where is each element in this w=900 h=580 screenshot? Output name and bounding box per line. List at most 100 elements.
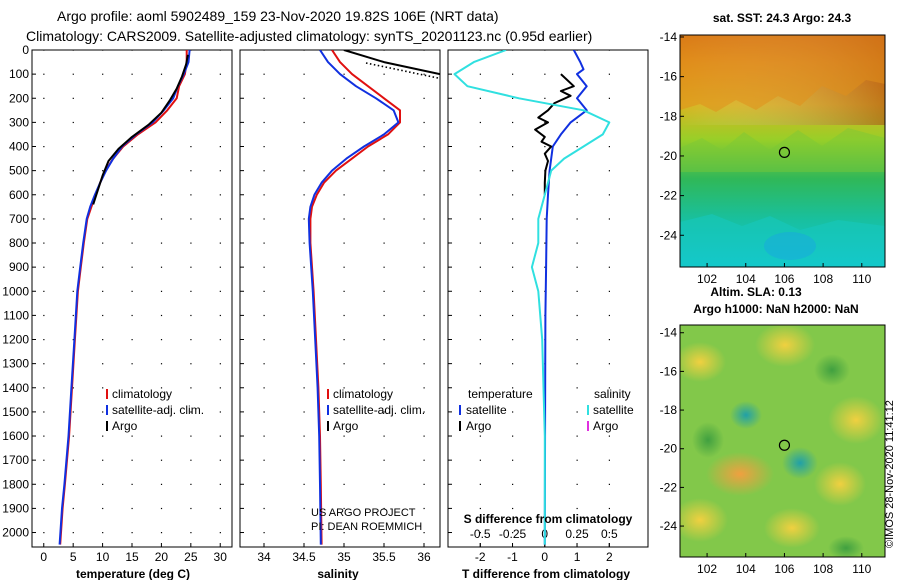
pressure-tick-label: 1000 (2, 284, 29, 298)
grid-dot (102, 97, 104, 99)
lat-tick-label: -16 (660, 70, 678, 84)
grid-dot (43, 339, 45, 341)
grid-dot (512, 97, 514, 99)
sla-map (679, 324, 886, 558)
legend-label-s-argo: Argo (593, 419, 619, 433)
grid-dot (102, 194, 104, 196)
grid-dot (43, 97, 45, 99)
grid-dot (72, 435, 74, 437)
grid-dot (479, 218, 481, 220)
grid-dot (219, 339, 221, 341)
sst-argo-marker (778, 146, 791, 158)
series-s-satellite (453, 50, 611, 545)
grid-dot (219, 146, 221, 148)
grid-dot (343, 290, 345, 292)
grid-dot (343, 97, 345, 99)
grid-dot (43, 170, 45, 172)
grid-dot (608, 218, 610, 220)
grid-dot (72, 266, 74, 268)
x-tick-label: 34.5 (292, 550, 316, 564)
pressure-tick-label: 800 (9, 236, 29, 250)
grid-dot (131, 532, 133, 534)
grid-dot (102, 218, 104, 220)
grid-dot (303, 170, 305, 172)
grid-dot (43, 507, 45, 510)
grid-dot (190, 266, 192, 268)
legend-label-argo: Argo (333, 419, 359, 433)
grid-dot (576, 314, 578, 317)
grid-dot (479, 242, 481, 244)
grid-dot (43, 242, 45, 244)
pressure-tick-label: 1900 (2, 501, 29, 515)
grid-dot (608, 507, 610, 510)
grid-dot (263, 459, 265, 461)
grid-dot (72, 507, 74, 510)
grid-dot (102, 266, 104, 268)
grid-dot (423, 73, 425, 75)
grid-dot (576, 507, 578, 510)
x-tick-label: -2 (475, 550, 486, 564)
lon-tick-label: 102 (697, 562, 717, 576)
grid-dot (72, 314, 74, 317)
grid-dot (479, 387, 481, 389)
grid-dot (576, 459, 578, 461)
lat-tick-label: -18 (660, 403, 678, 417)
t-difference-axis-label: T difference from climatology (462, 567, 630, 580)
grid-dot (303, 459, 305, 461)
grid-dot (190, 218, 192, 220)
grid-dot (383, 363, 385, 365)
grid-dot (102, 73, 104, 75)
grid-dot (303, 363, 305, 365)
grid-dot (190, 97, 192, 99)
lon-tick-label: 104 (736, 272, 756, 286)
sst-map-cool-eddy (764, 232, 816, 260)
grid-dot (131, 146, 133, 148)
grid-dot (190, 363, 192, 365)
grid-dot (423, 194, 425, 196)
legend-label-t-satellite: satellite (466, 403, 507, 417)
grid-dot (263, 97, 265, 99)
grid-dot (263, 532, 265, 534)
grid-dot (343, 363, 345, 365)
grid-dot (423, 435, 425, 437)
grid-dot (303, 532, 305, 534)
lon-tick-label: 110 (852, 272, 871, 286)
pressure-axis: 0 100 200 300 400 500 600 700 800 900 1000 1100 1200… (2, 43, 452, 540)
grid-dot (219, 266, 221, 268)
sla-map-title-line-2: Argo h1000: NaN h2000: NaN (693, 302, 858, 316)
grid-dot (72, 339, 74, 341)
lat-tick-label: -14 (660, 326, 678, 340)
x-tick-label: 5 (70, 550, 77, 564)
grid-dot (263, 387, 265, 389)
grid-dot (608, 73, 610, 75)
grid-dot (263, 170, 265, 172)
pressure-tick-label: 1200 (2, 333, 29, 347)
grid-dot (263, 290, 265, 292)
grid-dot (219, 73, 221, 75)
grid-dot (479, 290, 481, 292)
grid-dot (303, 266, 305, 268)
grid-dot (343, 411, 345, 413)
grid-dot (219, 242, 221, 244)
grid-dot (263, 507, 265, 510)
sla-high (828, 396, 884, 444)
grid-dot (72, 532, 74, 534)
grid-dot (383, 49, 385, 51)
salinity-panel-frame (239, 49, 441, 548)
grid-dot (343, 459, 345, 461)
sst-map-frame (679, 34, 886, 268)
grid-dot (72, 194, 74, 196)
grid-dot (131, 363, 133, 365)
grid-dot (479, 339, 481, 341)
grid-dot (479, 194, 481, 196)
grid-dot (190, 435, 192, 437)
grid-dot (219, 218, 221, 220)
temperature-legend: climatology satellite-adj. clim. Argo (106, 387, 204, 433)
grid-dot (190, 532, 192, 534)
x-tick-label: -1 (507, 550, 518, 564)
lat-tick-label: -20 (660, 149, 678, 163)
grid-dot (190, 507, 192, 510)
grid-dot (383, 314, 385, 317)
grid-dot (72, 411, 74, 413)
grid-dot (263, 483, 265, 485)
